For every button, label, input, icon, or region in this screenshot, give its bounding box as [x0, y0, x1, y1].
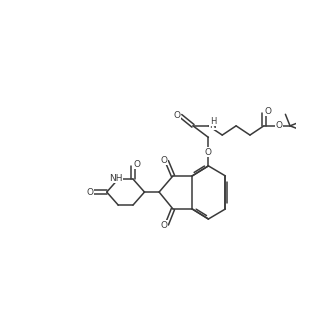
Text: O: O [205, 148, 212, 156]
Text: O: O [160, 156, 167, 165]
Text: O: O [160, 221, 167, 230]
Text: O: O [86, 187, 93, 197]
Text: H: H [211, 117, 217, 126]
Text: N: N [209, 120, 216, 130]
Text: O: O [173, 111, 180, 119]
Text: NH: NH [109, 174, 123, 183]
Text: O: O [276, 120, 283, 130]
Text: O: O [264, 107, 271, 116]
Text: O: O [133, 160, 140, 169]
